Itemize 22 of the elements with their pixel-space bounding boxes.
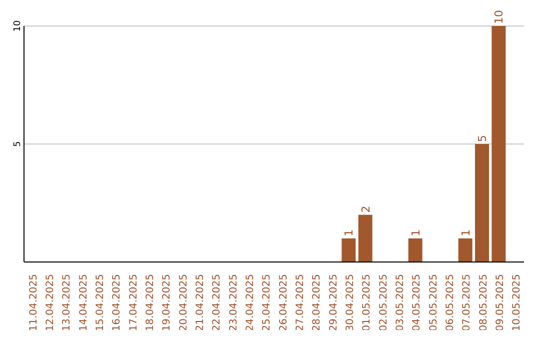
- data-label: 2: [359, 206, 372, 213]
- data-label: 1: [342, 229, 356, 236]
- data-label: 1: [459, 229, 472, 236]
- x-tick-label: 12.04.2025: [45, 274, 56, 332]
- data-label: 5: [476, 135, 489, 142]
- bar: [458, 238, 472, 262]
- x-tick-label: 19.04.2025: [162, 274, 173, 332]
- x-tick-label: 17.04.2025: [128, 274, 140, 332]
- x-tick-label: 15.04.2025: [95, 274, 106, 332]
- bar: [492, 26, 506, 262]
- bar: [408, 238, 422, 262]
- bar: [475, 144, 489, 262]
- data-label: 10: [492, 10, 506, 24]
- bar: [358, 214, 372, 262]
- x-tick-label: 10.05.2025: [512, 274, 523, 332]
- data-label: 1: [409, 229, 422, 236]
- x-tick-label: 14.04.2025: [78, 274, 90, 332]
- x-tick-label: 13.04.2025: [62, 274, 73, 332]
- x-tick-label: 16.04.2025: [112, 274, 123, 332]
- x-tick-label: 18.04.2025: [145, 274, 156, 332]
- bar: [342, 238, 356, 262]
- x-tick-label: 11.04.2025: [28, 274, 40, 332]
